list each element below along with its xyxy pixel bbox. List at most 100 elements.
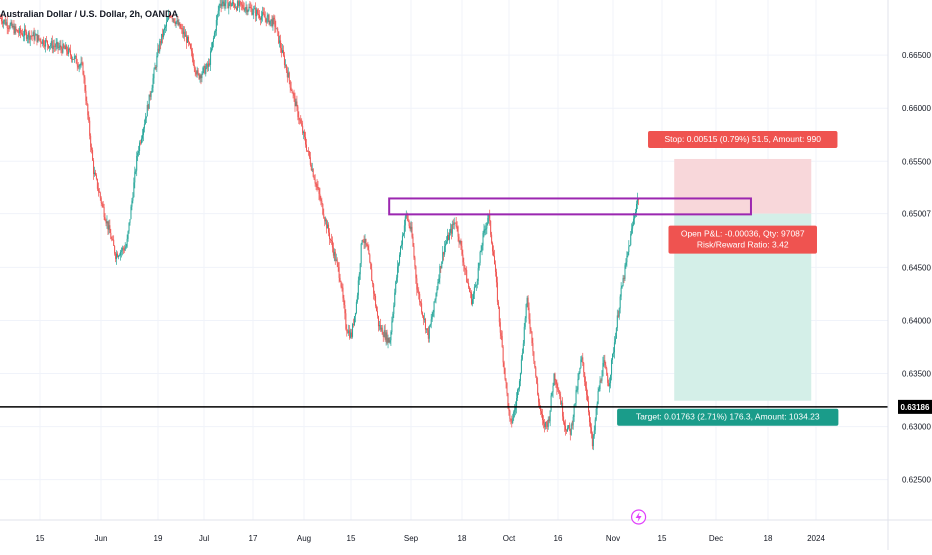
candle-body xyxy=(579,367,581,373)
candle-body xyxy=(202,67,204,74)
candle-body xyxy=(412,236,414,247)
candle-body xyxy=(457,226,459,237)
candle-body xyxy=(399,254,401,264)
candle-body xyxy=(141,138,143,144)
y-tick-label: 0.65500 xyxy=(902,157,931,166)
candle-body xyxy=(33,32,35,40)
candle-body xyxy=(232,2,234,5)
candle-body xyxy=(297,106,299,117)
candle-body xyxy=(588,412,590,423)
candle-body xyxy=(517,389,519,398)
candle-body xyxy=(509,410,511,419)
candle-body xyxy=(291,90,293,94)
candle-body xyxy=(25,31,27,39)
candle-body xyxy=(506,382,508,394)
candle-body xyxy=(546,423,548,427)
candles xyxy=(0,0,639,451)
pnl-label: Open P&L: -0.00036, Qty: 97087Risk/Rewar… xyxy=(668,225,817,254)
candle-body xyxy=(610,374,612,384)
candle-body xyxy=(109,225,111,233)
candle-body xyxy=(569,428,571,435)
candle-body xyxy=(376,306,378,312)
candle-body xyxy=(576,389,578,391)
candle-body xyxy=(632,224,634,229)
candle-body xyxy=(589,422,591,428)
candle-body xyxy=(377,315,379,327)
candle-body xyxy=(501,335,503,348)
candle-body xyxy=(315,183,317,185)
candle-body xyxy=(541,411,543,415)
candle-body xyxy=(570,424,572,435)
candle-body xyxy=(621,286,623,288)
candle-body xyxy=(496,282,498,302)
candle-body xyxy=(404,216,406,226)
candle-body xyxy=(599,380,601,390)
candle-body xyxy=(329,239,331,240)
candle-body xyxy=(617,315,619,317)
candle-body xyxy=(618,308,620,317)
candle-body xyxy=(83,74,85,78)
candle-body xyxy=(110,232,112,239)
pnl-label-bg xyxy=(668,225,817,254)
resistance-rectangle[interactable] xyxy=(388,197,752,216)
candle-body xyxy=(332,247,334,256)
candle-body xyxy=(217,10,219,15)
candle-body xyxy=(547,419,549,427)
candle-body xyxy=(17,30,19,33)
pnl-label-text: Risk/Reward Ratio: 3.42 xyxy=(697,240,789,250)
candle-body xyxy=(602,363,604,377)
candle-body xyxy=(400,244,402,247)
candle-body xyxy=(489,214,491,221)
candle-body xyxy=(481,245,483,251)
candle-body xyxy=(235,7,237,10)
candle-body xyxy=(379,325,381,330)
candle-body xyxy=(170,16,172,18)
candle-body xyxy=(604,360,606,366)
candle-body xyxy=(116,253,118,259)
candle-body xyxy=(318,188,320,194)
candle-body xyxy=(19,28,21,34)
candle-body xyxy=(47,40,49,45)
candle-body xyxy=(222,1,224,4)
x-tick-label: Nov xyxy=(606,534,620,543)
candle-body xyxy=(459,240,461,243)
candle-body xyxy=(162,33,164,38)
candle-body xyxy=(313,176,315,180)
candle-body xyxy=(105,220,107,224)
stop-zone[interactable] xyxy=(674,158,812,214)
candle-body xyxy=(274,19,276,27)
candle-body xyxy=(587,394,589,402)
candle-body xyxy=(477,268,479,282)
candle-body xyxy=(236,1,238,10)
candle-body xyxy=(398,263,400,267)
candle-body xyxy=(7,27,9,29)
candle-body xyxy=(281,48,283,53)
candle-body xyxy=(12,25,14,28)
candle-body xyxy=(137,153,139,156)
candle-body xyxy=(14,26,16,34)
candle-body xyxy=(431,316,433,320)
x-tick-label: 18 xyxy=(764,534,773,543)
target-label-bg xyxy=(617,408,839,426)
candle-body xyxy=(188,36,190,43)
candle-body xyxy=(338,267,340,278)
candle-body xyxy=(488,214,490,218)
candle-body xyxy=(267,15,269,17)
candle-body xyxy=(485,228,487,230)
candle-body xyxy=(128,222,130,232)
candle-body xyxy=(147,105,149,109)
candle-body xyxy=(183,31,185,35)
candle-body xyxy=(330,239,332,241)
candle-body xyxy=(23,35,25,37)
candle-body xyxy=(345,313,347,329)
candle-body xyxy=(227,0,229,9)
candle-body xyxy=(529,319,531,329)
candle-body xyxy=(192,58,194,65)
candle-body xyxy=(445,243,447,247)
candle-body xyxy=(138,150,140,154)
drawings[interactable] xyxy=(0,197,888,408)
candle-body xyxy=(111,238,113,240)
candle-body xyxy=(419,293,421,303)
